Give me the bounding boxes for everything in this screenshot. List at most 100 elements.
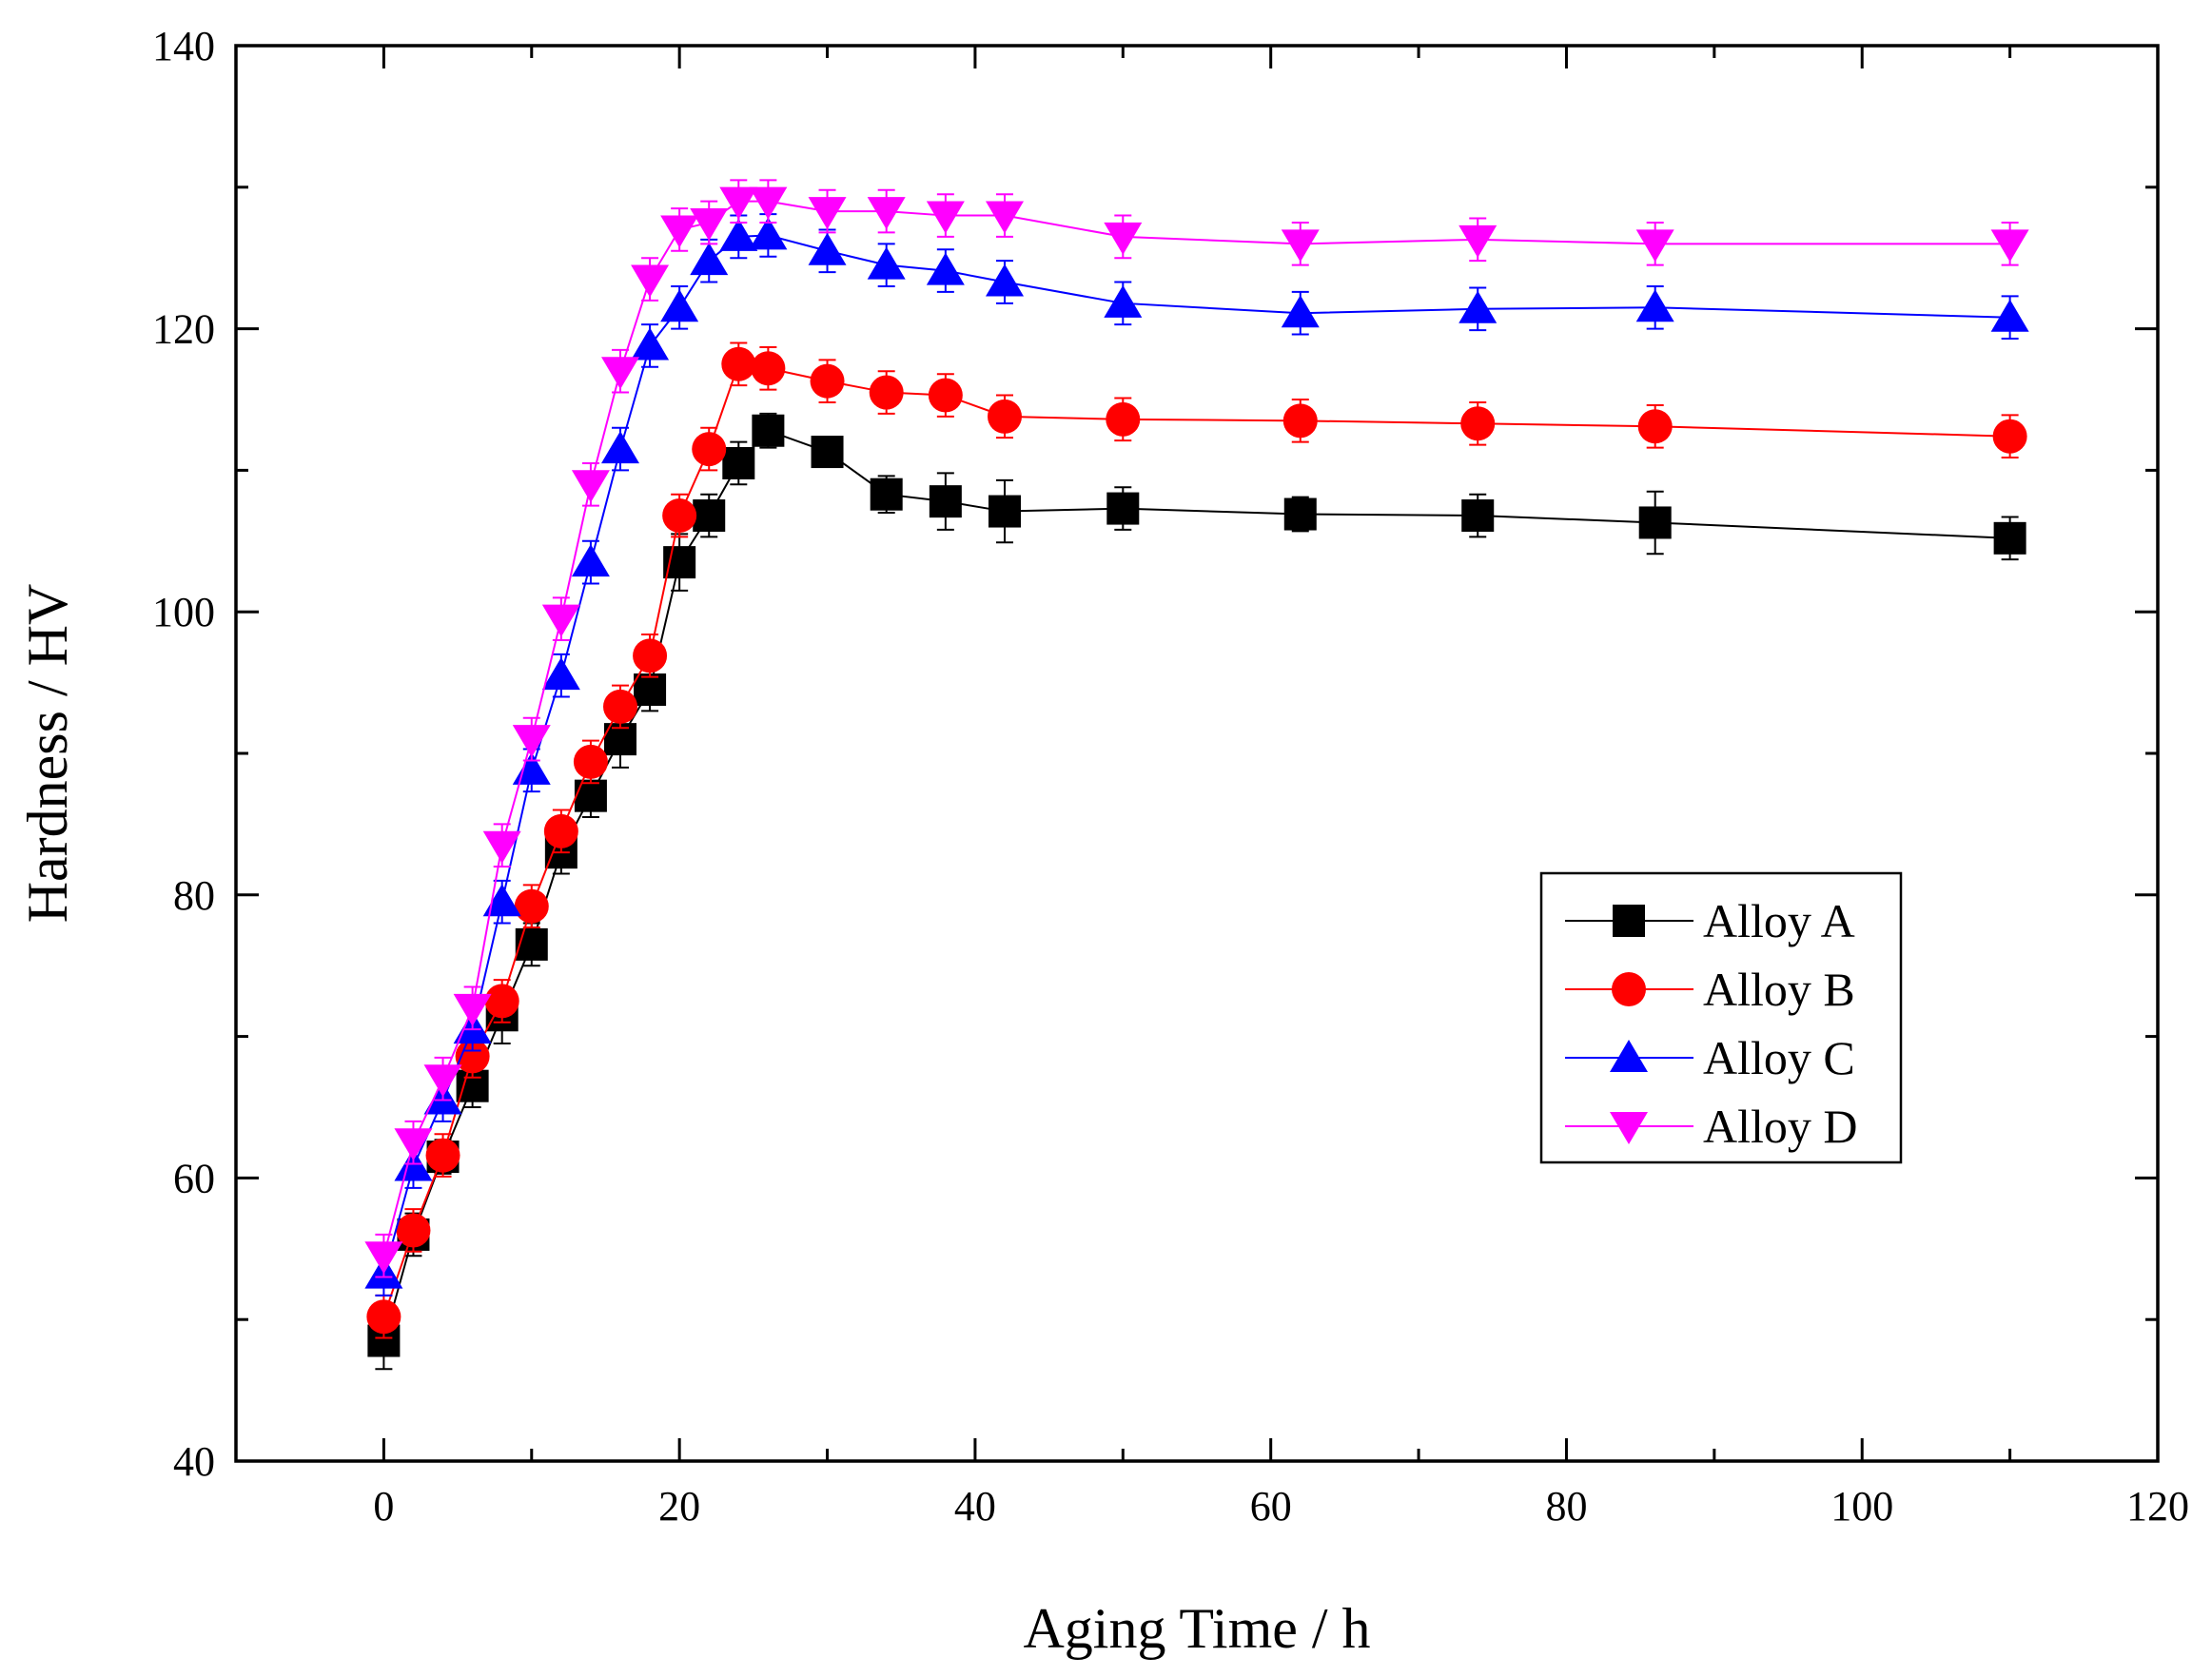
data-point: [660, 289, 699, 322]
data-point: [571, 544, 610, 577]
data-point: [926, 201, 965, 234]
data-point: [989, 495, 1021, 528]
x-tick-label: 80: [1545, 1483, 1587, 1530]
data-point: [603, 689, 637, 724]
data-point: [1638, 506, 1672, 539]
data-point: [1990, 299, 2029, 332]
y-tick-label: 80: [173, 872, 215, 919]
data-point: [1635, 229, 1674, 263]
series-alloy-b: [366, 341, 2027, 1339]
series-alloy-d: [364, 179, 2029, 1278]
data-point: [1460, 406, 1496, 441]
legend-label: Alloy C: [1703, 1031, 1855, 1084]
y-tick-label: 140: [152, 23, 215, 69]
data-point: [364, 1241, 403, 1275]
data-point: [692, 432, 727, 467]
tick-labels: 0 20 40 60 80 100 120 40 60 80 100 120 140: [152, 23, 2189, 1530]
data-point: [693, 499, 726, 533]
data-point: [988, 399, 1022, 434]
data-point: [1637, 409, 1673, 444]
data-point: [690, 243, 729, 276]
data-point: [749, 217, 788, 250]
axis-ticks: [234, 44, 2160, 1463]
data-point: [808, 232, 847, 265]
data-point: [660, 215, 699, 248]
plot-frame: [234, 44, 2160, 1463]
legend-label: Alloy B: [1703, 963, 1855, 1016]
data-point: [423, 1064, 462, 1098]
data-point: [751, 351, 786, 386]
legend: Alloy A Alloy B Alloy C Alloy D: [1539, 871, 1903, 1164]
data-point: [514, 888, 549, 924]
data-point: [482, 830, 521, 864]
data-point: [1993, 521, 2026, 555]
data-point: [631, 327, 670, 361]
series-line: [382, 362, 2010, 1317]
legend-box: [1539, 871, 1903, 1164]
data-point: [722, 446, 755, 479]
y-tick-label: 120: [152, 306, 215, 353]
data-point: [870, 478, 903, 511]
legend-entry: Alloy D: [1565, 1100, 1858, 1153]
data-point: [808, 197, 847, 230]
x-tick-label: 20: [658, 1483, 700, 1530]
data-point: [512, 725, 551, 758]
x-tick-label: 60: [1250, 1483, 1292, 1530]
data-point: [571, 470, 610, 503]
data-point: [634, 673, 667, 707]
data-point: [811, 436, 844, 469]
data-point: [633, 638, 668, 673]
data-point: [690, 208, 729, 241]
data-point: [541, 657, 580, 691]
data-point: [1281, 295, 1320, 328]
data-point: [394, 1128, 433, 1161]
data-point: [1990, 229, 2029, 263]
data-point: [1461, 499, 1495, 533]
data-point: [515, 927, 548, 961]
legend-entry: Alloy B: [1565, 963, 1855, 1016]
data-point: [986, 201, 1024, 234]
y-tick-label: 60: [173, 1155, 215, 1201]
y-axis-title: Hardness / HV: [16, 584, 79, 924]
x-axis-title: Aging Time / h: [1023, 1597, 1370, 1660]
data-point: [543, 813, 578, 848]
data-point: [810, 363, 845, 399]
legend-label: Alloy D: [1703, 1100, 1858, 1153]
legend-entry: Alloy A: [1565, 894, 1855, 947]
data-point: [752, 414, 785, 447]
data-point: [631, 264, 670, 298]
data-point: [574, 779, 607, 812]
data-point: [484, 984, 519, 1019]
data-point: [867, 246, 906, 280]
data-point: [1610, 1112, 1648, 1144]
data-point: [1635, 289, 1674, 322]
data-point: [869, 375, 904, 410]
data-point: [1106, 401, 1141, 437]
data-point: [926, 252, 965, 285]
x-tick-label: 120: [2126, 1483, 2189, 1530]
data-point: [928, 378, 963, 413]
data-point: [1282, 403, 1318, 439]
data-point: [1992, 419, 2027, 454]
legend-entry: Alloy C: [1565, 1031, 1855, 1084]
data-point: [573, 744, 608, 779]
data-point: [1612, 972, 1646, 1006]
data-point: [1610, 1040, 1648, 1072]
data-point: [541, 604, 580, 637]
legend-label: Alloy A: [1703, 894, 1855, 947]
data-point: [1458, 224, 1498, 258]
data-point: [396, 1213, 431, 1248]
data-point: [662, 498, 697, 534]
x-tick-label: 100: [1830, 1483, 1893, 1530]
data-point: [425, 1138, 460, 1173]
data-point: [719, 186, 758, 220]
data-point: [867, 197, 906, 230]
y-tick-label: 40: [173, 1438, 215, 1485]
data-point: [1104, 222, 1143, 255]
data-point: [453, 993, 492, 1026]
data-point: [366, 1299, 401, 1335]
series-layer: [364, 179, 2029, 1371]
data-point: [1281, 229, 1320, 263]
data-point: [719, 218, 758, 251]
